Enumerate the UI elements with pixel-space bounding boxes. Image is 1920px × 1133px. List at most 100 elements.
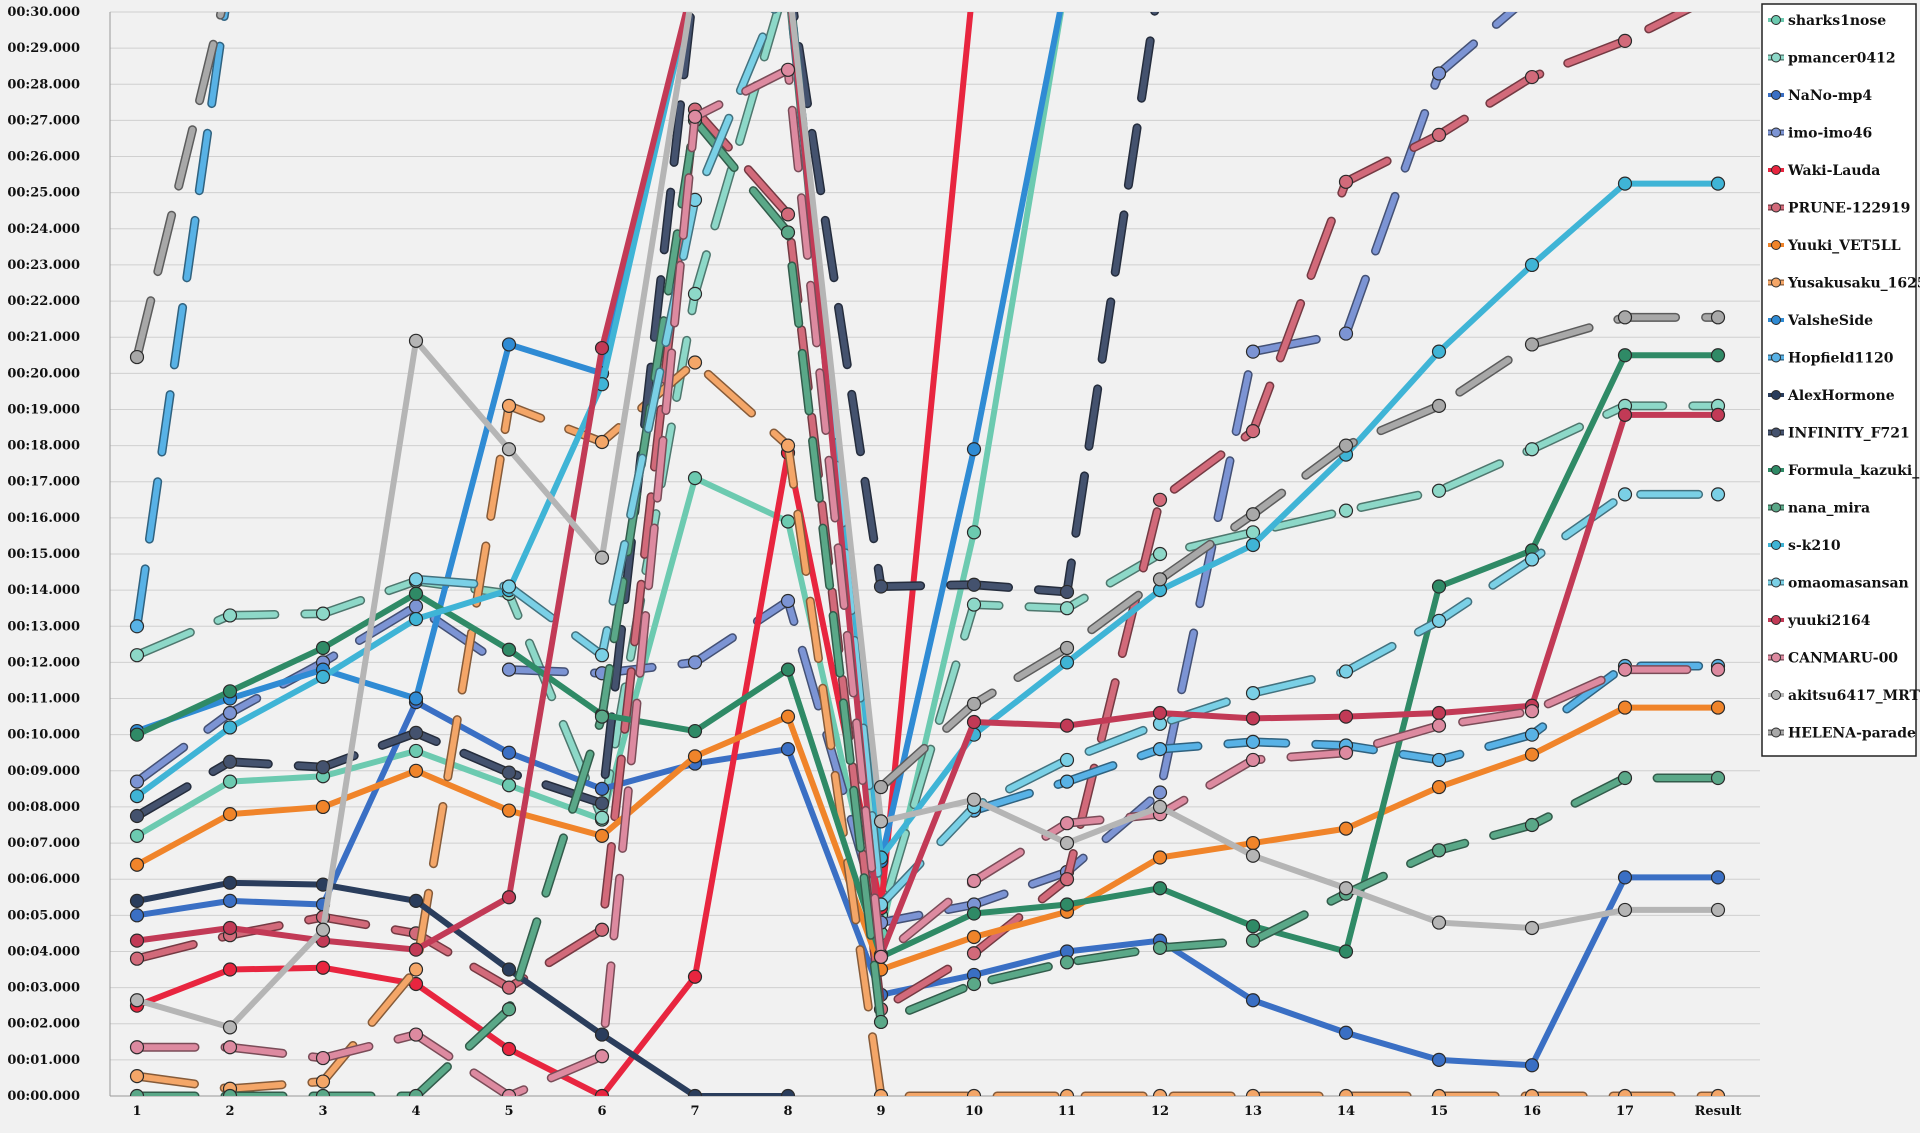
data-point <box>1431 66 1447 81</box>
y-tick-label: 00:17.000 <box>7 475 80 490</box>
legend-item-Waki-Lauda: Waki-Lauda <box>1768 163 1880 179</box>
data-point <box>1524 337 1540 352</box>
legend-marker <box>1771 240 1781 250</box>
data-point <box>1617 407 1633 422</box>
data-point <box>1152 705 1168 721</box>
series-pmancer0412 <box>129 12 1726 923</box>
legend-marker <box>1771 90 1781 100</box>
data-point <box>315 922 331 937</box>
legend-label: akitsu6417_MRT <box>1788 688 1920 704</box>
data-point <box>1617 700 1633 715</box>
x-tick-label: 16 <box>1523 1104 1541 1119</box>
y-tick-label: 00:11.000 <box>7 692 80 707</box>
series-INFINITY_F721 <box>129 12 1160 824</box>
data-point <box>1245 711 1261 726</box>
data-point <box>1710 1088 1726 1096</box>
data-point <box>966 442 982 457</box>
data-point <box>1245 424 1261 439</box>
data-point <box>966 1088 982 1096</box>
legend-marker <box>1771 52 1781 63</box>
series-line <box>134 12 1689 1013</box>
data-point <box>408 763 424 778</box>
data-point <box>1524 442 1540 457</box>
data-point <box>1431 398 1447 413</box>
legend-label: AlexHormone <box>1787 388 1895 404</box>
y-tick-label: 00:28.000 <box>7 77 80 92</box>
legend-marker <box>1771 127 1781 138</box>
legend-marker <box>1771 577 1781 588</box>
data-point <box>687 355 703 370</box>
series-AlexHormone <box>129 875 796 1096</box>
data-point <box>1152 940 1168 955</box>
legend-marker <box>1771 727 1781 738</box>
data-point <box>315 669 331 684</box>
data-point <box>1710 870 1726 885</box>
data-point <box>1245 835 1261 851</box>
legend-item-NaNo-mp4: NaNo-mp4 <box>1768 88 1872 104</box>
data-point <box>1059 816 1075 831</box>
data-point <box>129 857 145 872</box>
data-point <box>1245 507 1261 522</box>
data-point <box>873 1088 889 1096</box>
data-point <box>222 962 238 977</box>
data-point <box>1617 662 1633 677</box>
data-point <box>1338 944 1354 959</box>
data-point <box>1059 872 1075 887</box>
legend-label: Hopfield1120 <box>1788 351 1894 367</box>
y-tick-label: 00:00.000 <box>7 1089 80 1104</box>
data-point <box>408 942 424 957</box>
data-point <box>408 586 424 601</box>
data-point <box>501 1002 517 1017</box>
series-nana_mira <box>129 113 1726 1096</box>
data-point <box>1152 492 1168 507</box>
x-tick-label: 10 <box>965 1104 983 1119</box>
data-point <box>1524 1058 1540 1073</box>
data-point <box>1524 817 1540 833</box>
data-point <box>501 337 517 352</box>
legend-marker <box>1771 202 1781 213</box>
data-point <box>1059 835 1075 851</box>
data-point <box>873 814 889 829</box>
legend-marker <box>1771 427 1781 438</box>
data-point <box>408 611 424 627</box>
data-point <box>408 962 424 977</box>
y-tick-label: 00:20.000 <box>7 366 80 381</box>
series-s-k210 <box>129 12 1726 865</box>
data-point <box>1338 174 1354 189</box>
data-point <box>594 648 610 663</box>
legend-item-imo-imo46: imo-imo46 <box>1768 126 1872 142</box>
legend-item-Yusakusaku_1625: Yusakusaku_1625 <box>1768 276 1920 292</box>
data-point <box>1245 919 1261 934</box>
data-point <box>1059 718 1075 733</box>
legend-label: NaNo-mp4 <box>1788 88 1872 104</box>
series-Yusakusaku_1625 <box>129 355 1726 1096</box>
data-point <box>1710 902 1726 918</box>
data-point <box>1710 176 1726 191</box>
legend-item-nana_mira: nana_mira <box>1768 501 1870 517</box>
data-point <box>1431 1052 1447 1067</box>
data-point <box>501 642 517 657</box>
legend-marker <box>1771 15 1781 25</box>
x-tick-label: 2 <box>225 1104 234 1119</box>
data-point <box>1059 601 1075 616</box>
data-point <box>780 514 796 529</box>
data-point <box>408 1088 424 1096</box>
data-point <box>1245 344 1261 359</box>
data-point <box>1338 326 1354 341</box>
data-point <box>1710 407 1726 422</box>
data-point <box>1431 613 1447 628</box>
y-tick-label: 00:27.000 <box>7 113 80 128</box>
data-point <box>1524 1088 1540 1096</box>
data-point <box>129 349 145 365</box>
legend-item-PRUNE-122919: PRUNE-122919 <box>1768 201 1910 217</box>
legend-label: ValsheSide <box>1787 313 1873 329</box>
data-point <box>1710 662 1726 677</box>
data-point <box>129 908 145 923</box>
data-point <box>501 890 517 905</box>
y-tick-label: 00:05.000 <box>7 908 80 923</box>
data-point <box>1245 686 1261 701</box>
data-point <box>1338 664 1354 679</box>
legend-marker <box>1771 615 1781 625</box>
y-tick-label: 00:13.000 <box>7 619 80 634</box>
data-point <box>501 980 517 995</box>
